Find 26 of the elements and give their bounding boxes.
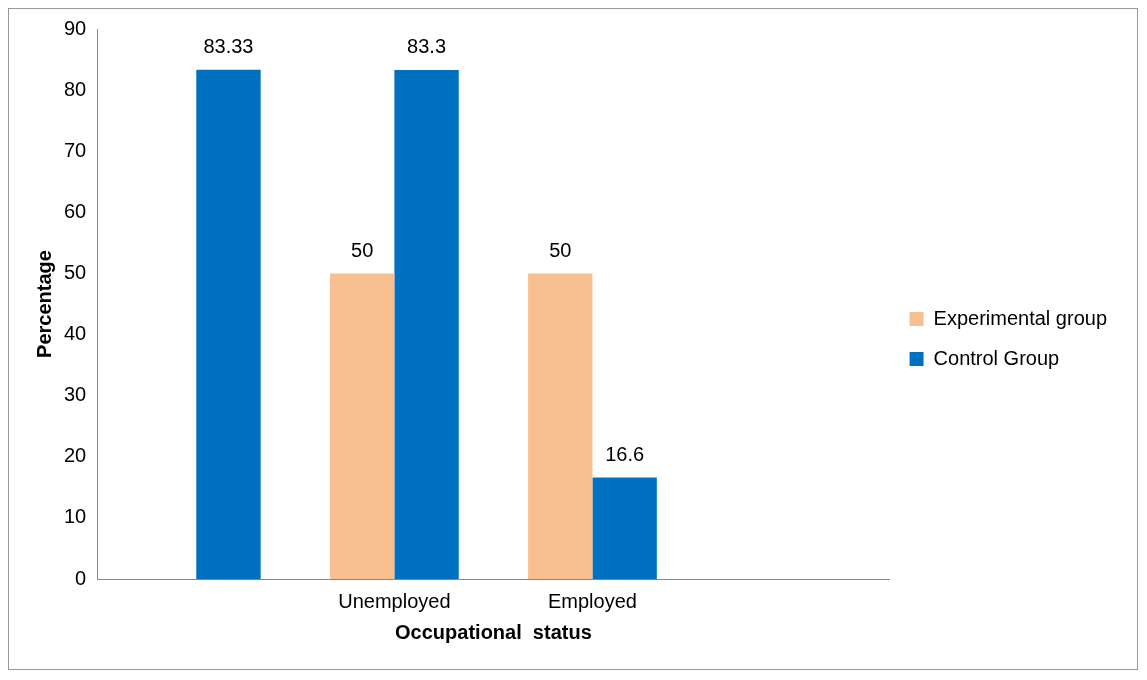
data-label: 83.33	[203, 35, 254, 58]
y-tick-label: 30	[64, 383, 87, 406]
y-tick-label: 70	[64, 138, 87, 161]
bar	[329, 273, 395, 579]
data-label: 16.6	[605, 443, 645, 466]
bar	[592, 477, 657, 579]
y-tick-label: 60	[64, 199, 87, 222]
bar	[394, 69, 459, 579]
y-tick-label: 80	[64, 77, 87, 100]
y-axis-title: Percentage	[32, 250, 55, 358]
data-label: 50	[351, 238, 374, 261]
y-tick-label: 50	[64, 260, 87, 283]
legend-label: Control Group	[933, 346, 1060, 369]
x-axis-title: Occupational status	[395, 620, 592, 643]
bar	[196, 69, 261, 579]
data-label: 83.3	[407, 35, 447, 58]
x-tick-label: Employed	[547, 589, 637, 612]
y-tick-label: 90	[64, 16, 87, 39]
y-tick-label: 20	[64, 444, 87, 467]
data-label: 50	[549, 238, 572, 261]
y-tick-label: 10	[64, 505, 87, 528]
bar	[528, 273, 593, 579]
y-tick-label: 40	[64, 322, 87, 345]
x-tick-label: Unemployed	[338, 589, 451, 612]
legend-label: Experimental group	[933, 306, 1108, 329]
y-tick-label: 0	[75, 566, 87, 589]
